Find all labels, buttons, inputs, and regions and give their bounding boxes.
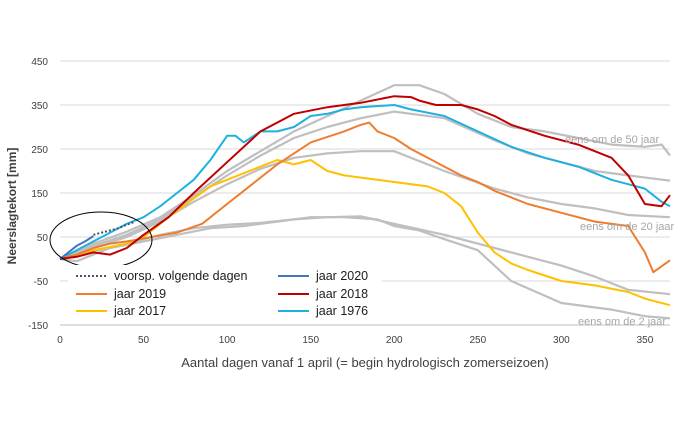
legend-background (68, 265, 382, 317)
legend-label-2020: jaar 2020 (315, 269, 368, 283)
y-tick-label: -150 (28, 321, 48, 332)
y-tick-label: 450 (31, 57, 48, 68)
x-tick-label: 350 (637, 335, 654, 346)
x-tick-label: 50 (138, 335, 150, 346)
x-axis-title: Aantal dagen vanaf 1 april (= begin hydr… (181, 355, 548, 370)
series-line-jaar-1976 (59, 104, 671, 260)
legend-label-2018: jaar 2018 (315, 287, 368, 301)
reference-line-1 (59, 84, 671, 260)
x-tick-label: 250 (469, 335, 486, 346)
y-tick-label: -50 (34, 277, 49, 288)
legend-label-forecast: voorsp. volgende dagen (114, 269, 247, 283)
y-tick-label: 150 (31, 189, 48, 200)
legend: voorsp. volgende dagen jaar 2020 jaar 20… (68, 265, 382, 318)
x-tick-label: 0 (57, 335, 63, 346)
y-tick-labels: -150 -50 50 150 250 350 450 (28, 57, 48, 332)
x-tick-label: 200 (386, 335, 403, 346)
annotation-50-years: eens om de 50 jaar (565, 134, 660, 146)
legend-label-2017: jaar 2017 (113, 304, 166, 318)
gridlines (60, 60, 670, 282)
reference-line-5 (59, 216, 671, 320)
x-tick-label: 300 (553, 335, 570, 346)
y-axis-title: Neerslagtekort [mm] (5, 148, 19, 265)
x-tick-label: 150 (302, 335, 319, 346)
series-line-jaar-2018 (59, 95, 671, 260)
series-line-jaar-2020 (59, 235, 94, 260)
y-tick-label: 50 (37, 233, 49, 244)
legend-label-2019: jaar 2019 (113, 287, 166, 301)
y-tick-label: 250 (31, 145, 48, 156)
annotation-20-years: eens om de 20 jaar (580, 221, 675, 233)
legend-label-1976: jaar 1976 (315, 304, 368, 318)
x-tick-label: 100 (219, 335, 236, 346)
annotation-2-years: eens om de 2 jaar (578, 316, 666, 328)
x-tick-labels: 0 50 100 150 200 250 300 350 (57, 335, 653, 346)
y-tick-label: 350 (31, 101, 48, 112)
reference-line-3 (59, 150, 671, 261)
series-line-voorsp-volgende-dagen (93, 220, 136, 236)
